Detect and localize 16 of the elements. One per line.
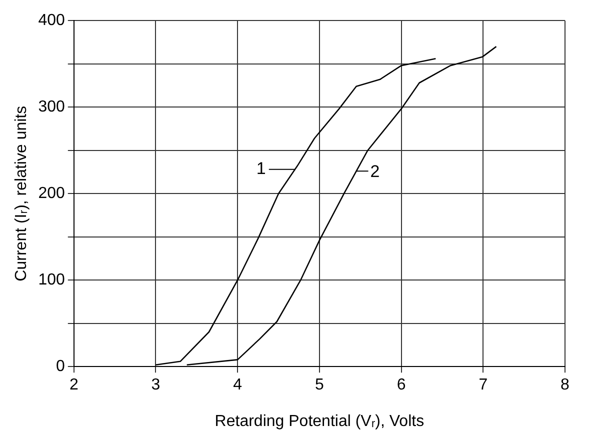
x-tick-label: 8 (560, 376, 570, 394)
annotation: 1 (256, 159, 266, 178)
x-tick-label: 7 (478, 376, 488, 394)
y-tick-label: 200 (38, 185, 65, 202)
y-tick-label: 300 (38, 98, 65, 116)
x-tick-label: 3 (151, 376, 160, 394)
x-axis-title: Retarding Potential (Vᵣ), Volts (214, 412, 424, 430)
y-tick-label: 100 (38, 272, 65, 289)
y-tick-label: 0 (56, 358, 65, 376)
x-tick-label: 5 (314, 376, 324, 394)
y-tick-label: 400 (38, 12, 65, 30)
annotation: 2 (370, 162, 380, 181)
x-tick-label: 2 (69, 376, 78, 394)
x-tick-label: 6 (396, 376, 406, 394)
y-axis-title: Current (Iᵣ), relative units (13, 106, 30, 282)
x-tick-label: 4 (233, 376, 242, 394)
